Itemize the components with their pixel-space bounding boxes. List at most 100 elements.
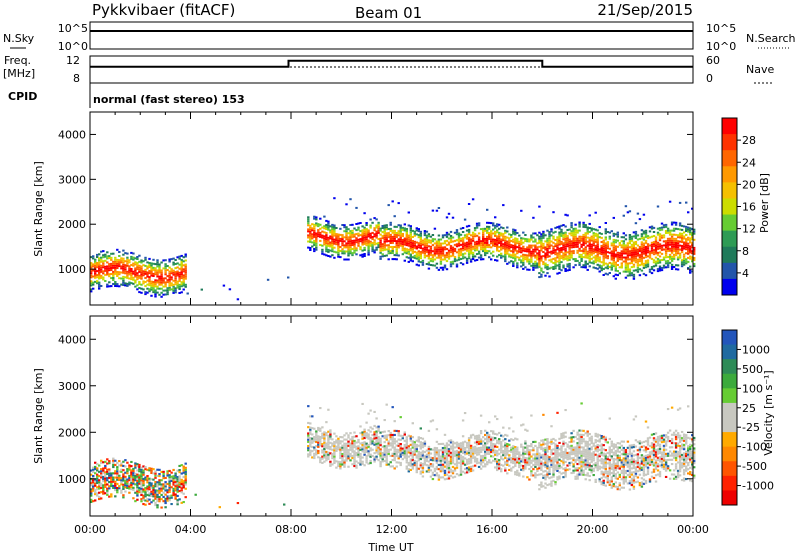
range-cell	[492, 255, 494, 257]
range-cell	[578, 222, 580, 224]
range-cell	[367, 254, 369, 256]
range-cell	[480, 449, 482, 451]
range-cell	[683, 238, 685, 240]
range-cell	[476, 259, 478, 261]
range-cell	[162, 471, 164, 473]
range-cell	[394, 230, 396, 232]
range-cell	[313, 428, 315, 430]
range-cell	[462, 263, 464, 265]
range-cell	[440, 468, 442, 470]
range-cell	[542, 261, 544, 263]
range-cell	[420, 464, 422, 466]
range-cell	[534, 445, 536, 447]
range-cell	[482, 436, 484, 438]
range-cell	[480, 447, 482, 449]
range-cell	[392, 436, 394, 438]
range-cell	[185, 473, 187, 475]
range-cell	[627, 244, 629, 246]
range-cell	[126, 462, 128, 464]
range-cell	[625, 205, 627, 207]
range-cell	[480, 451, 482, 453]
range-cell	[339, 453, 341, 455]
range-cell	[116, 462, 118, 464]
range-cell	[110, 285, 112, 287]
range-cell	[164, 477, 166, 479]
range-cell	[152, 500, 154, 502]
range-cell	[100, 487, 102, 489]
range-cell	[386, 224, 388, 226]
freq-tick-bottom: 8	[73, 72, 80, 85]
range-cell	[373, 239, 375, 241]
range-cell	[162, 496, 164, 498]
range-cell	[150, 295, 152, 297]
range-cell	[510, 470, 512, 472]
range-cell	[452, 460, 454, 462]
range-cell	[373, 251, 375, 253]
range-cell	[404, 434, 406, 436]
range-cell	[498, 224, 500, 226]
range-cell	[361, 457, 363, 459]
range-cell	[480, 430, 482, 432]
range-cell	[486, 230, 488, 232]
range-cell	[158, 473, 160, 475]
range-cell	[181, 489, 183, 491]
range-cell	[388, 244, 390, 246]
range-cell	[538, 262, 540, 264]
range-cell	[522, 453, 524, 455]
range-cell	[347, 441, 349, 443]
range-cell	[420, 437, 422, 439]
range-cell	[566, 214, 568, 216]
range-cell	[343, 434, 345, 436]
range-cell	[377, 222, 379, 224]
range-cell	[183, 501, 185, 503]
range-cell	[323, 440, 325, 442]
range-cell	[400, 464, 402, 466]
range-cell	[548, 276, 550, 278]
range-cell	[506, 447, 508, 449]
range-cell	[185, 481, 187, 483]
range-cell	[434, 228, 436, 230]
range-cell	[158, 469, 160, 471]
freq-tick-top: 12	[66, 54, 80, 67]
range-cell	[164, 481, 166, 483]
range-cell	[651, 272, 653, 274]
range-cell	[436, 428, 438, 430]
range-cell	[420, 466, 422, 468]
range-cell	[106, 490, 108, 492]
range-cell	[100, 275, 102, 277]
range-cell	[154, 293, 156, 295]
range-cell	[98, 253, 100, 255]
range-cell	[118, 259, 120, 261]
range-cell	[637, 234, 639, 236]
range-cell	[516, 449, 518, 451]
range-cell	[319, 430, 321, 432]
range-cell	[643, 243, 645, 245]
range-cell	[687, 261, 689, 263]
range-cell	[327, 458, 329, 460]
range-cell	[106, 483, 108, 485]
range-cell	[379, 432, 381, 434]
range-cell	[398, 202, 400, 204]
range-cell	[534, 441, 536, 443]
range-cell	[283, 504, 285, 506]
range-cell	[420, 243, 422, 245]
range-cell	[359, 461, 361, 463]
range-cell	[410, 233, 412, 235]
range-cell	[582, 224, 584, 226]
range-cell	[508, 444, 510, 446]
range-cell	[522, 242, 524, 244]
range-cell	[486, 432, 488, 434]
range-cell	[440, 253, 442, 255]
range-cell	[677, 269, 679, 271]
range-cell	[462, 231, 464, 233]
range-cell	[488, 244, 490, 246]
range-cell	[319, 438, 321, 440]
range-cell	[379, 228, 381, 230]
range-cell	[315, 249, 317, 251]
range-cell	[315, 243, 317, 245]
range-cell	[390, 228, 392, 230]
range-cell	[122, 250, 124, 252]
range-cell	[148, 499, 150, 501]
range-cell	[578, 242, 580, 244]
range-cell	[183, 289, 185, 291]
